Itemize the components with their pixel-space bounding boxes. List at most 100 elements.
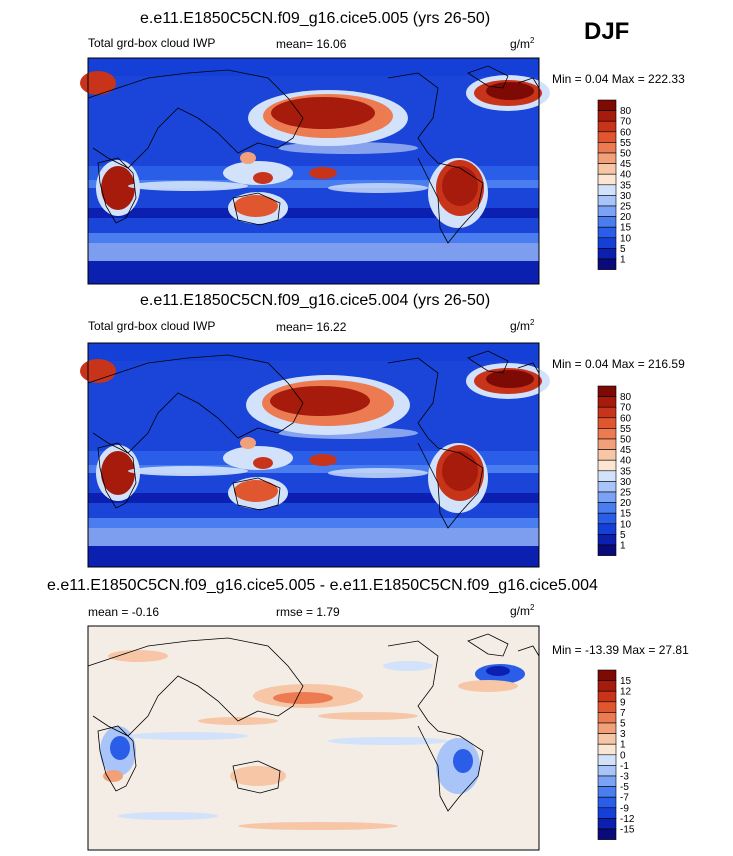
colorbar-swatch <box>597 163 617 175</box>
colorbar-tick-label: 1 <box>620 255 626 266</box>
panel1-mean: mean= 16.06 <box>276 37 347 51</box>
colorbar-tick-label: -7 <box>620 793 629 804</box>
colorbar-swatch <box>597 701 617 713</box>
colorbar-tick-label: 30 <box>620 477 632 488</box>
colorbar-swatch <box>597 534 617 546</box>
colorbar-swatch <box>597 438 617 450</box>
panel1-title: e.e11.E1850C5CN.f09_g16.cice5.005 (yrs 2… <box>140 10 491 27</box>
colorbar-swatch <box>597 470 617 482</box>
colorbar-tick-label: 25 <box>620 488 632 499</box>
colorbar-swatch <box>597 775 617 787</box>
colorbar-swatch <box>597 828 617 840</box>
colorbar-tick-label: 15 <box>620 509 632 520</box>
colorbar-tick-label: -1 <box>620 761 629 772</box>
panel3-units: g/m2 <box>510 603 535 618</box>
colorbar-swatch <box>597 385 617 397</box>
panel1-map <box>80 57 550 285</box>
panel2-minmax: Min = 0.04 Max = 216.59 <box>552 357 685 371</box>
colorbar-tick-label: 15 <box>620 223 632 234</box>
colorbar-tick-label: 40 <box>620 456 632 467</box>
colorbar-swatch <box>597 491 617 503</box>
colorbar-swatch <box>597 512 617 525</box>
colorbar-tick-label: -12 <box>620 814 635 825</box>
panel3-rmse: rmse = 1.79 <box>276 605 340 619</box>
colorbar-tick-label: 10 <box>620 519 632 530</box>
colorbar-tick-label: 20 <box>620 212 632 223</box>
colorbar-tick-label: 40 <box>620 170 632 181</box>
colorbar-tick-label: 15 <box>620 676 632 687</box>
colorbar-swatch <box>597 733 617 745</box>
colorbar-tick-label: 45 <box>620 159 632 170</box>
colorbar-tick-label: 80 <box>620 106 632 117</box>
colorbar-swatch <box>597 99 617 111</box>
colorbar-swatch <box>597 258 617 270</box>
colorbar-tick-label: 12 <box>620 687 632 698</box>
colorbar-swatch <box>597 195 617 207</box>
colorbar-swatch <box>597 502 617 514</box>
colorbar-swatch <box>597 807 617 819</box>
colorbar-tick-label: 70 <box>620 403 632 414</box>
panel3-title: e.e11.E1850C5CN.f09_g16.cice5.005 - e.e1… <box>47 577 598 594</box>
colorbar-swatch <box>597 754 617 766</box>
colorbar-swatch <box>597 428 617 440</box>
colorbar-tick-label: -15 <box>620 825 635 836</box>
colorbar-tick-label: 35 <box>620 466 632 477</box>
colorbar-tick-label: 45 <box>620 445 632 456</box>
colorbar-tick-label: -3 <box>620 772 629 783</box>
colorbar-tick-label: 7 <box>620 708 626 719</box>
colorbar-tick-label: 55 <box>620 138 632 149</box>
colorbar-swatch <box>597 722 617 734</box>
panel1-field-label: Total grd-box cloud IWP <box>88 36 216 50</box>
season-label: DJF <box>584 18 630 45</box>
panel1-units: g/m2 <box>510 36 535 51</box>
colorbar-swatch <box>597 523 617 535</box>
colorbar-tick-label: 50 <box>620 149 632 160</box>
colorbar-swatch <box>597 743 617 756</box>
panel3-map <box>87 625 540 851</box>
colorbar-swatch <box>597 818 617 830</box>
colorbar-swatch <box>597 417 617 429</box>
panel3-mean: mean = -0.16 <box>88 605 160 619</box>
colorbar-tick-label: 5 <box>620 244 626 255</box>
colorbar-tick-label: 10 <box>620 233 632 244</box>
colorbar-swatch <box>597 396 617 408</box>
colorbar-tick-label: 35 <box>620 180 632 191</box>
colorbar-tick-label: 30 <box>620 191 632 202</box>
colorbar-swatch <box>597 184 617 196</box>
colorbar-tick-label: 0 <box>620 750 626 761</box>
colorbar-tick-label: 50 <box>620 435 632 446</box>
colorbar-swatch <box>597 459 617 472</box>
panel2-mean: mean= 16.22 <box>276 320 347 334</box>
colorbar-tick-label: 70 <box>620 117 632 128</box>
colorbar-swatch <box>597 205 617 217</box>
colorbar-swatch <box>597 120 617 133</box>
colorbar-swatch <box>597 216 617 228</box>
colorbar-tick-label: 1 <box>620 740 626 751</box>
panel3-minmax: Min = -13.39 Max = 27.81 <box>552 643 689 657</box>
colorbar-tick-label: 9 <box>620 697 626 708</box>
colorbar-tick-label: 1 <box>620 541 626 552</box>
colorbar-swatch <box>597 669 617 681</box>
panel1-minmax: Min = 0.04 Max = 222.33 <box>552 72 685 86</box>
colorbar-tick-label: 3 <box>620 729 626 740</box>
colorbar-swatch <box>597 712 617 724</box>
colorbar-swatch <box>597 765 617 777</box>
colorbar-tick-label: 60 <box>620 127 632 138</box>
colorbar-swatch <box>597 481 617 493</box>
colorbar-tick-label: 20 <box>620 498 632 509</box>
panel2-field-label: Total grd-box cloud IWP <box>88 319 216 333</box>
colorbar-swatch <box>597 544 617 556</box>
panel2-map <box>80 342 550 568</box>
colorbar-swatch <box>597 406 617 419</box>
panel2-title: e.e11.E1850C5CN.f09_g16.cice5.004 (yrs 2… <box>140 292 491 309</box>
colorbar-swatch <box>597 796 617 809</box>
colorbar-swatch <box>597 690 617 703</box>
colorbar-tick-label: 5 <box>620 719 626 730</box>
colorbar-tick-label: -9 <box>620 803 629 814</box>
colorbar-swatch <box>597 680 617 692</box>
colorbar-swatch <box>597 173 617 186</box>
colorbar-swatch <box>597 152 617 164</box>
